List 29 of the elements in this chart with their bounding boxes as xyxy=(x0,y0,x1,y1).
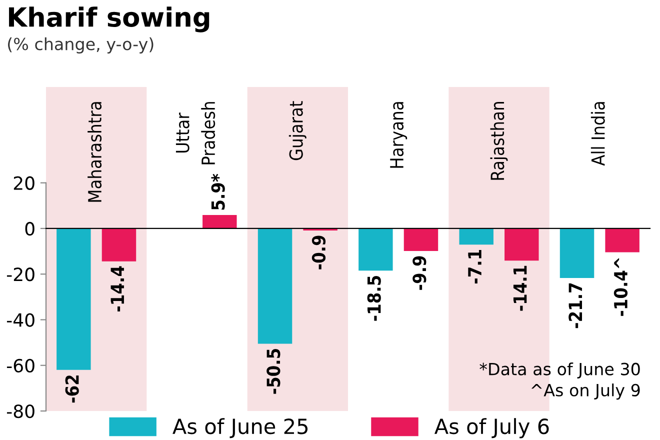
y-tick-label: -20 xyxy=(6,268,34,282)
x-tick-label: All India xyxy=(590,102,605,166)
data-label: -7.1 xyxy=(468,250,482,284)
data-label: -18.5 xyxy=(367,276,381,321)
y-tick-label: 20 xyxy=(14,176,34,190)
x-tick-label: Uttar Pradesh xyxy=(176,102,216,164)
x-tick-label: Rajasthan xyxy=(490,102,508,180)
x-tick-label: Maharashtra xyxy=(88,102,102,202)
data-label: -10.4^ xyxy=(614,258,628,316)
annotation: ^As on July 9 xyxy=(531,384,640,400)
data-label: -14.4 xyxy=(110,266,124,312)
data-label: -14.1 xyxy=(513,266,527,311)
x-tick-label: Gujarat xyxy=(288,101,306,160)
data-label: -21.7 xyxy=(568,283,582,328)
x-tick-label: Haryana xyxy=(390,102,408,168)
legend-label: As of July 6 xyxy=(434,418,549,438)
data-label: -50.5 xyxy=(266,348,280,394)
data-label: -9.9 xyxy=(412,256,426,290)
annotation: *Data as of June 30 xyxy=(480,362,640,378)
data-label: 5.9* xyxy=(211,174,225,210)
legend-label: As of June 25 xyxy=(172,418,308,438)
chart-subtitle: (% change, y-o-y) xyxy=(8,37,154,54)
y-tick-label: -80 xyxy=(6,404,34,418)
y-tick-label: -60 xyxy=(6,358,34,372)
data-label: -0.9 xyxy=(312,236,326,270)
y-tick-label: -40 xyxy=(6,313,34,327)
chart-title: Kharif sowing xyxy=(9,6,210,32)
data-label: -62 xyxy=(65,376,79,403)
y-tick-label: 0 xyxy=(25,222,34,236)
